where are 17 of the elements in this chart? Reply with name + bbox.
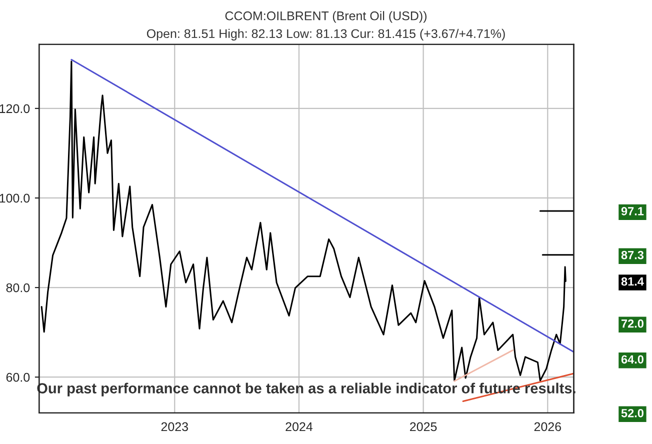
y2-tick-label: 97.1 [621, 207, 644, 216]
line-series [40, 60, 566, 382]
y2-tick-label: 72.0 [621, 319, 644, 328]
x-tick-label: 2026 [534, 422, 562, 432]
y-tick-label: 60.0 [6, 372, 30, 382]
x-tick-label: 2023 [161, 422, 188, 432]
y-tick-label: 80.0 [6, 283, 30, 292]
y2-tick-label: 81.4 [621, 277, 644, 286]
chart-subtitle: Open: 81.51 High: 82.13 Low: 81.13 Cur: 81.415 (+3.67/+4.71%) [146, 28, 505, 41]
y2-tick-label: 52.0 [621, 408, 644, 418]
x-tick-label: 2025 [410, 422, 437, 432]
chart-title: CCOM:OILBRENT (Brent Oil (USD)) [225, 11, 427, 23]
y2-tick-label: 64.0 [621, 355, 644, 364]
y-tick-label: 100.0 [0, 194, 30, 203]
y-tick-label: 120.0 [0, 104, 30, 114]
x-tick-label: 2024 [286, 422, 313, 432]
y2-tick-label: 87.3 [621, 250, 644, 260]
